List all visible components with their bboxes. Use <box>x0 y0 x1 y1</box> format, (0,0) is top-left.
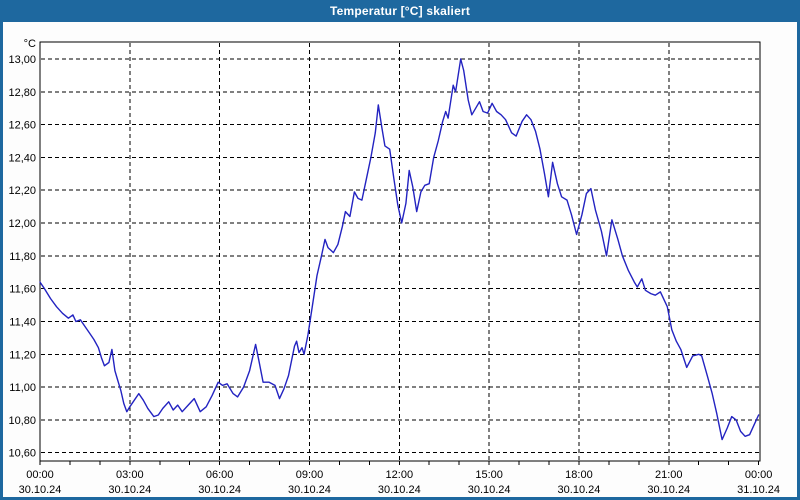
window-title: Temperatur [°C] skaliert <box>329 4 471 18</box>
window-title-bar: Temperatur [°C] skaliert <box>0 0 800 22</box>
chart-panel <box>3 22 797 497</box>
